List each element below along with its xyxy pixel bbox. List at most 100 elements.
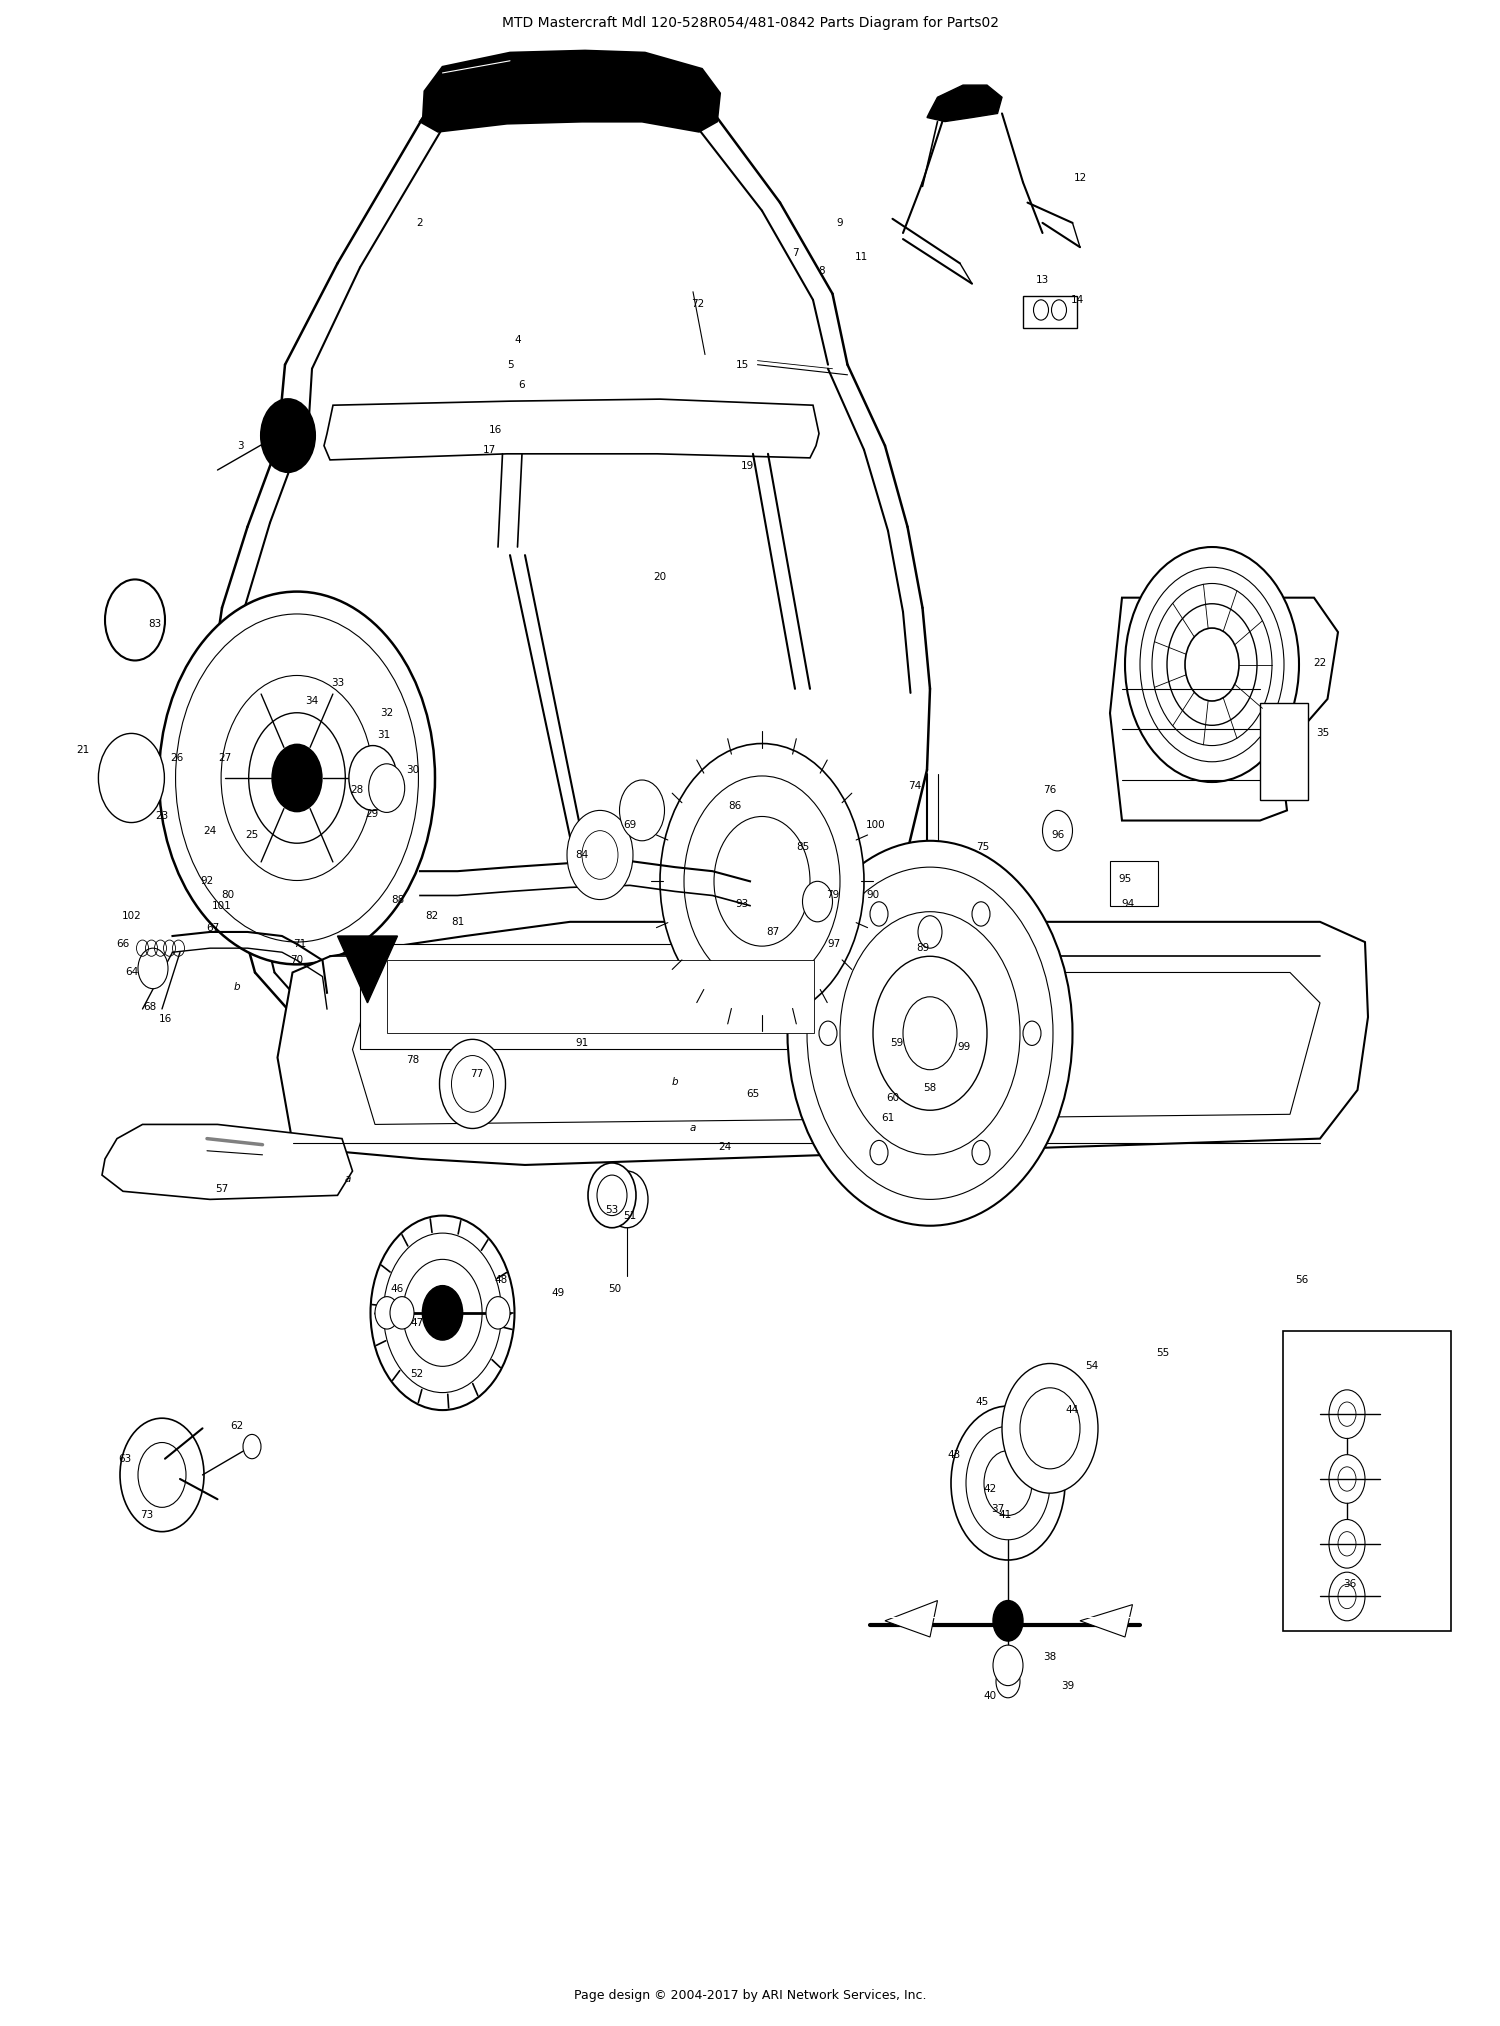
Text: 45: 45 (976, 1398, 988, 1406)
Circle shape (272, 744, 322, 812)
Circle shape (220, 675, 374, 881)
Circle shape (588, 1163, 636, 1228)
Text: 80: 80 (222, 891, 234, 900)
Circle shape (1042, 810, 1072, 851)
Text: 52: 52 (411, 1370, 423, 1378)
Circle shape (1338, 1402, 1356, 1426)
Circle shape (819, 1021, 837, 1045)
Text: 58: 58 (924, 1084, 936, 1092)
Text: 15: 15 (736, 361, 748, 369)
Text: 14: 14 (1071, 296, 1083, 304)
Text: 44: 44 (1066, 1406, 1078, 1414)
Text: 90: 90 (867, 891, 879, 900)
Text: 89: 89 (916, 944, 928, 952)
Text: 8: 8 (819, 267, 825, 276)
Circle shape (390, 1297, 414, 1329)
Text: 51: 51 (624, 1212, 636, 1220)
Circle shape (840, 912, 1020, 1155)
Text: 71: 71 (294, 940, 306, 948)
Text: 7: 7 (792, 249, 798, 257)
Circle shape (684, 776, 840, 987)
Circle shape (714, 816, 810, 946)
Circle shape (807, 867, 1053, 1199)
Circle shape (660, 744, 864, 1019)
Text: 24: 24 (718, 1143, 730, 1151)
Text: 32: 32 (381, 709, 393, 717)
Text: b: b (672, 1078, 678, 1086)
Text: 31: 31 (378, 731, 390, 739)
Text: 10: 10 (944, 101, 956, 109)
Circle shape (138, 1443, 186, 1507)
Bar (360, 944, 840, 1049)
Polygon shape (102, 1124, 352, 1199)
Circle shape (138, 948, 168, 989)
Text: 23: 23 (156, 812, 168, 821)
Text: 99: 99 (958, 1043, 970, 1051)
Text: 69: 69 (624, 821, 636, 829)
Text: 34: 34 (306, 697, 318, 705)
Circle shape (1034, 300, 1048, 320)
Circle shape (870, 902, 888, 926)
Circle shape (873, 956, 987, 1110)
Text: 21: 21 (76, 746, 88, 754)
Text: 40: 40 (984, 1692, 996, 1700)
Text: 77: 77 (471, 1070, 483, 1078)
Circle shape (802, 881, 832, 922)
Text: 49: 49 (552, 1289, 564, 1297)
Text: 11: 11 (855, 253, 867, 261)
Polygon shape (420, 51, 720, 132)
Text: 93: 93 (736, 900, 748, 908)
Text: 12: 12 (1074, 174, 1086, 182)
Text: 59: 59 (891, 1039, 903, 1047)
Text: 37: 37 (992, 1505, 1004, 1513)
Circle shape (918, 916, 942, 948)
Circle shape (788, 841, 1072, 1226)
Circle shape (993, 1645, 1023, 1686)
Text: 46: 46 (392, 1284, 404, 1293)
Text: 66: 66 (117, 940, 129, 948)
Circle shape (1329, 1390, 1365, 1438)
Text: 28: 28 (351, 786, 363, 794)
Bar (1260, 703, 1308, 800)
Text: 100: 100 (865, 821, 886, 829)
Text: 76: 76 (1044, 786, 1056, 794)
Circle shape (486, 1297, 510, 1329)
Circle shape (951, 1406, 1065, 1560)
Text: 64: 64 (126, 968, 138, 977)
Text: 56: 56 (1296, 1276, 1308, 1284)
Polygon shape (1023, 296, 1077, 328)
Text: 24: 24 (204, 827, 216, 835)
Circle shape (159, 592, 435, 964)
Polygon shape (278, 922, 1368, 1165)
Text: b: b (234, 983, 240, 991)
Circle shape (996, 1665, 1020, 1698)
Circle shape (423, 1287, 462, 1339)
Text: 18: 18 (288, 430, 300, 438)
Text: 65: 65 (747, 1090, 759, 1098)
Text: a: a (345, 1175, 351, 1183)
Text: 33: 33 (332, 679, 344, 687)
Circle shape (597, 1175, 627, 1216)
Text: 86: 86 (729, 802, 741, 810)
Circle shape (1002, 1363, 1098, 1493)
Text: 22: 22 (1314, 658, 1326, 667)
Circle shape (404, 1260, 482, 1366)
Text: 63: 63 (118, 1455, 130, 1463)
Text: 95: 95 (1119, 875, 1131, 883)
Circle shape (440, 1039, 506, 1128)
Text: 81: 81 (452, 918, 464, 926)
Circle shape (993, 1601, 1023, 1641)
Circle shape (984, 1451, 1032, 1515)
Text: 78: 78 (406, 1056, 418, 1064)
Circle shape (375, 1297, 399, 1329)
Circle shape (176, 614, 419, 942)
Text: ARI: ARI (603, 938, 897, 1088)
Text: 17: 17 (483, 446, 495, 454)
Circle shape (1338, 1467, 1356, 1491)
Text: 43: 43 (948, 1451, 960, 1459)
Text: 47: 47 (411, 1319, 423, 1327)
Circle shape (1023, 1021, 1041, 1045)
Text: 74: 74 (909, 782, 921, 790)
Circle shape (1020, 1388, 1080, 1469)
Circle shape (567, 810, 633, 900)
